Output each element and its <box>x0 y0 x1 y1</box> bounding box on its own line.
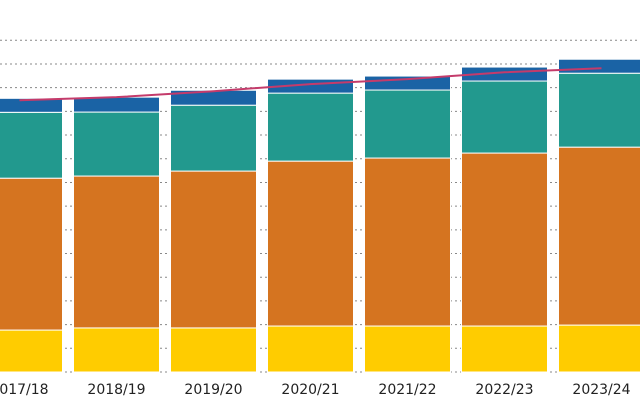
trend-line <box>19 67 602 102</box>
bar-segment <box>267 160 354 327</box>
bar-segment <box>364 325 451 373</box>
x-tick-label: 2020/21 <box>281 382 339 398</box>
bar-segment <box>73 327 160 373</box>
bar-segment <box>0 111 63 179</box>
bar-segment <box>364 157 451 327</box>
bar-segment <box>170 327 257 373</box>
bar-segment <box>364 89 451 159</box>
bar-segment <box>170 104 257 172</box>
x-tick-label: 2021/22 <box>378 382 436 398</box>
x-tick-label: 2022/23 <box>475 382 533 398</box>
x-tick-label: 2019/20 <box>184 382 242 398</box>
bar-segment <box>558 72 640 148</box>
bar-segment <box>558 324 640 373</box>
bar-segment <box>0 97 63 113</box>
bar-segment <box>267 325 354 373</box>
x-tick-label: 2023/24 <box>572 382 630 398</box>
x-tick-label: 2018/19 <box>87 382 145 398</box>
bar-segment <box>461 80 548 154</box>
bar-segment <box>0 177 63 331</box>
bar-segment <box>0 329 63 373</box>
bar-segment <box>461 325 548 373</box>
bar-segment <box>73 175 160 329</box>
bar-segment <box>267 92 354 162</box>
bar-segment <box>558 58 640 74</box>
bar-segment <box>73 111 160 177</box>
bar-segment <box>170 170 257 329</box>
bar-segment <box>73 96 160 113</box>
bar-segment <box>461 152 548 327</box>
x-tick-label: 2017/18 <box>0 382 49 398</box>
bar-segment <box>558 146 640 326</box>
